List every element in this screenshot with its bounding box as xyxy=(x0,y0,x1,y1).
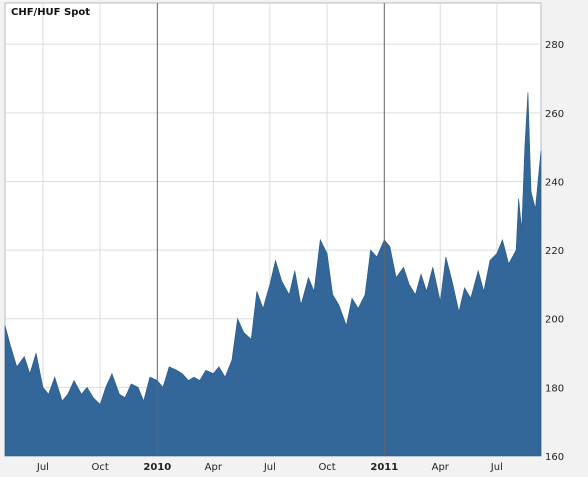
y-tick-label: 280 xyxy=(545,40,564,51)
y-tick-label: 180 xyxy=(545,383,564,394)
y-tick-label: 240 xyxy=(545,177,564,188)
x-tick-label: 2010 xyxy=(143,462,171,473)
x-tick-label: Oct xyxy=(318,462,335,473)
y-tick-label: 200 xyxy=(545,315,564,326)
y-axis: 160 180 200 220 240 260 280 xyxy=(545,40,564,463)
x-tick-label: Jul xyxy=(36,462,49,473)
x-tick-label: Oct xyxy=(91,462,108,473)
y-tick-label: 220 xyxy=(545,246,564,257)
year-divider-lines xyxy=(156,3,385,456)
chart-title: CHF/HUF Spot xyxy=(11,7,90,18)
x-tick-label: Apr xyxy=(205,462,223,473)
x-tick-label: Jul xyxy=(263,462,276,473)
x-tick-label: 2011 xyxy=(370,462,398,473)
y-tick-label: 160 xyxy=(545,452,564,463)
series-area xyxy=(4,92,542,457)
y-tick-label: 260 xyxy=(545,109,564,120)
x-tick-label: Apr xyxy=(432,462,450,473)
x-tick-label: Jul xyxy=(490,462,503,473)
x-axis: Jul Oct 2010 Apr Jul Oct 2011 Apr Jul xyxy=(36,462,503,473)
